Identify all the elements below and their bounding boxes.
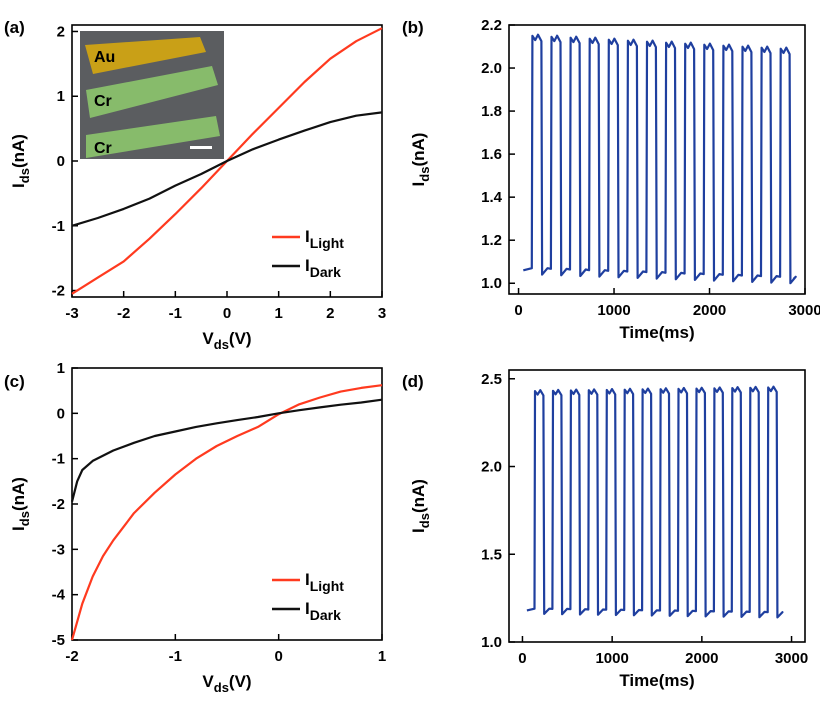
x-tick-label: 0 [223,305,231,322]
x-axis-label: Time(ms) [619,323,694,342]
x-axis-label: Vds(V) [202,329,251,352]
x-tick-label: -1 [169,305,182,322]
cr-electrode-bottom [86,116,220,158]
legend-label-dark: IDark [305,256,341,280]
y-tick-label: 1.8 [481,103,502,120]
device-micrograph-inset: Au Cr Cr [80,31,224,159]
x-tick-label: 1 [378,648,386,665]
y-tick-label: 1.5 [481,546,502,563]
x-tick-label: 1 [274,305,282,322]
y-tick-label: -2 [52,283,65,300]
inset-label: Cr [94,93,112,110]
photocurrent-trace [523,33,797,285]
y-tick-label: 1.0 [481,275,502,292]
x-tick-label: -3 [65,305,78,322]
y-tick-label: 2.0 [481,459,502,476]
y-tick-label: 0 [57,405,65,422]
panel-label: (c) [4,372,25,391]
legend-label-light: ILight [305,227,344,251]
y-tick-label: 1.0 [481,634,502,651]
inset-label: Cr [94,140,112,157]
x-tick-label: 0 [274,648,282,665]
x-tick-label: -2 [117,305,130,322]
au-electrode [85,37,206,74]
scale-bar [190,146,212,149]
x-axis-label: Vds(V) [202,672,251,695]
series-light-line [70,384,383,641]
x-tick-label: 2 [326,305,334,322]
x-tick-label: 0 [518,650,526,667]
x-tick-label: -2 [65,648,78,665]
plot-frame [508,369,806,643]
y-tick-label: 2.5 [481,371,502,388]
y-axis-label: Ids(nA) [9,134,32,188]
x-tick-label: 0 [514,302,522,319]
plot-frame [71,367,383,641]
panel-label: (d) [402,372,424,391]
x-tick-label: 3000 [788,302,820,319]
y-axis-label: Ids(nA) [409,133,432,187]
y-tick-label: 0 [57,153,65,170]
x-tick-label: 1000 [595,650,628,667]
y-tick-label: -5 [52,632,65,649]
x-tick-label: -1 [169,648,182,665]
photocurrent-trace [526,385,784,619]
panel-b: (b) 0 1000 2000 3000 1.0 1.2 1.4 1.6 1.8 2.0 2.2 Tim… [402,17,820,342]
y-tick-label: 2 [57,23,65,40]
legend-label-dark: IDark [305,599,341,623]
panel-label: (a) [4,18,25,37]
y-tick-label: -1 [52,451,65,468]
x-tick-label: 3000 [775,650,808,667]
y-axis-label: Ids(nA) [9,477,32,531]
y-tick-label: 2.0 [481,60,502,77]
panel-label: (b) [402,18,424,37]
x-axis-label: Time(ms) [619,671,694,690]
y-tick-label: -3 [52,541,65,558]
y-tick-label: 1.2 [481,232,502,249]
panel-a: (a)-3 -2 -1 0 1 2 3-2-1012AuCrCrILightIDarkVds… [4,18,386,352]
y-tick-label: 1.6 [481,146,502,163]
y-tick-label: 1 [57,88,65,105]
panel-c: (c) -2 -1 0 1 -5 -4 -3 -2 -1 0 1 ILight IDark Vds(V) Id… [4,360,386,695]
y-tick-label: -4 [52,587,66,604]
series-dark-line [70,398,383,502]
panel-d: (d) 0 1000 2000 3000 1.0 1.5 2.0 2.5 Time(ms) Ids(… [402,369,808,690]
y-tick-label: -1 [52,218,65,235]
y-axis-label: Ids(nA) [409,479,432,533]
y-tick-label: 1.4 [481,189,503,206]
legend-label-light: ILight [305,570,344,594]
x-tick-label: 2000 [685,650,718,667]
cr-electrode-top [86,66,218,118]
inset-label: Au [94,49,115,66]
x-tick-label: 1000 [597,302,630,319]
y-tick-label: -2 [52,496,65,513]
x-tick-label: 3 [378,305,386,322]
series-dark-line [71,111,383,227]
y-tick-label: 1 [57,360,65,377]
plot-frame [508,24,806,295]
x-tick-label: 2000 [693,302,726,319]
y-tick-label: 2.2 [481,17,502,34]
